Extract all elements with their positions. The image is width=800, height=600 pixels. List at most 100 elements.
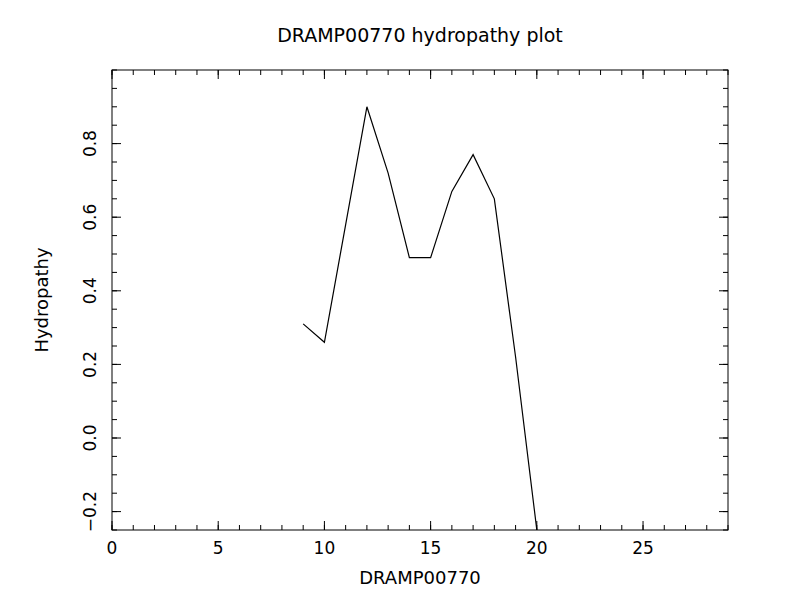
x-minor-tick <box>494 70 495 75</box>
y-minor-tick <box>723 106 728 107</box>
x-minor-tick <box>451 525 452 530</box>
x-tick-label: 15 <box>420 538 442 558</box>
x-minor-tick <box>281 525 282 530</box>
y-tick-label: 0.2 <box>80 351 100 378</box>
y-minor-tick <box>112 438 117 439</box>
x-minor-tick <box>728 525 729 530</box>
x-tick <box>112 521 113 530</box>
y-minor-tick <box>112 290 117 291</box>
x-minor-tick <box>196 70 197 75</box>
x-minor-tick <box>239 70 240 75</box>
x-minor-tick <box>664 70 665 75</box>
x-minor-tick <box>515 70 516 75</box>
y-tick <box>719 290 728 291</box>
x-minor-tick <box>154 525 155 530</box>
x-minor-tick <box>218 525 219 530</box>
x-minor-tick <box>430 70 431 75</box>
x-minor-tick <box>706 525 707 530</box>
x-minor-tick <box>600 525 601 530</box>
x-minor-tick <box>175 70 176 75</box>
x-tick <box>536 70 537 79</box>
x-minor-tick <box>664 525 665 530</box>
x-minor-tick <box>473 525 474 530</box>
y-minor-tick <box>112 217 117 218</box>
x-minor-tick <box>558 525 559 530</box>
y-minor-tick <box>112 382 117 383</box>
x-minor-tick <box>728 70 729 75</box>
y-minor-tick <box>112 272 117 273</box>
x-minor-tick <box>388 525 389 530</box>
x-minor-tick <box>515 525 516 530</box>
y-minor-tick <box>112 309 117 310</box>
y-tick <box>719 143 728 144</box>
y-minor-tick <box>112 474 117 475</box>
y-tick <box>719 438 728 439</box>
y-tick <box>112 438 121 439</box>
y-minor-tick <box>112 327 117 328</box>
x-minor-tick <box>324 70 325 75</box>
x-minor-tick <box>388 70 389 75</box>
x-minor-tick <box>621 525 622 530</box>
x-tick <box>430 521 431 530</box>
x-tick-label: 25 <box>632 538 654 558</box>
y-minor-tick <box>723 162 728 163</box>
x-tick-label: 5 <box>213 538 224 558</box>
x-minor-tick <box>239 525 240 530</box>
y-minor-tick <box>112 401 117 402</box>
x-minor-tick <box>366 70 367 75</box>
x-minor-tick <box>643 525 644 530</box>
y-minor-tick <box>723 143 728 144</box>
y-tick <box>719 364 728 365</box>
x-minor-tick <box>112 525 113 530</box>
x-minor-tick <box>621 70 622 75</box>
y-minor-tick <box>723 438 728 439</box>
y-minor-tick <box>112 511 117 512</box>
x-minor-tick <box>600 70 601 75</box>
x-tick <box>643 521 644 530</box>
x-minor-tick <box>558 70 559 75</box>
title: DRAMP00770 hydropathy plot <box>277 24 563 46</box>
x-minor-tick <box>345 70 346 75</box>
y-minor-tick <box>723 511 728 512</box>
y-minor-tick <box>112 235 117 236</box>
x-minor-tick <box>706 70 707 75</box>
plot-area <box>303 107 537 530</box>
chart: DRAMP00770 hydropathy plot0510152025−0.2… <box>0 0 800 600</box>
y-minor-tick <box>723 474 728 475</box>
x-minor-tick <box>643 70 644 75</box>
x-minor-tick <box>494 525 495 530</box>
y-tick <box>719 217 728 218</box>
x-minor-tick <box>430 525 431 530</box>
y-tick <box>112 217 121 218</box>
y-tick-label: 0.0 <box>80 424 100 451</box>
x-tick <box>643 70 644 79</box>
y-minor-tick <box>112 162 117 163</box>
x-minor-tick <box>579 525 580 530</box>
y-tick-label: −0.2 <box>80 491 100 532</box>
x-minor-tick <box>303 525 304 530</box>
x-tick-label: 10 <box>314 538 336 558</box>
x-tick <box>324 521 325 530</box>
x-minor-tick <box>579 70 580 75</box>
y-tick <box>112 143 121 144</box>
x-minor-tick <box>685 525 686 530</box>
y-minor-tick <box>112 125 117 126</box>
x-minor-tick <box>303 70 304 75</box>
x-minor-tick <box>685 70 686 75</box>
x-tick-label: 20 <box>526 538 548 558</box>
y-minor-tick <box>723 327 728 328</box>
x-minor-tick <box>133 525 134 530</box>
y-minor-tick <box>112 456 117 457</box>
y-minor-tick <box>723 70 728 71</box>
y-minor-tick <box>112 70 117 71</box>
x-minor-tick <box>175 525 176 530</box>
y-minor-tick <box>112 106 117 107</box>
x-minor-tick <box>196 525 197 530</box>
y-minor-tick <box>723 419 728 420</box>
x-minor-tick <box>154 70 155 75</box>
y-minor-tick <box>112 493 117 494</box>
y-minor-tick <box>112 254 117 255</box>
x-minor-tick <box>281 70 282 75</box>
y-minor-tick <box>723 125 728 126</box>
y-tick-label: 0.8 <box>80 130 100 157</box>
